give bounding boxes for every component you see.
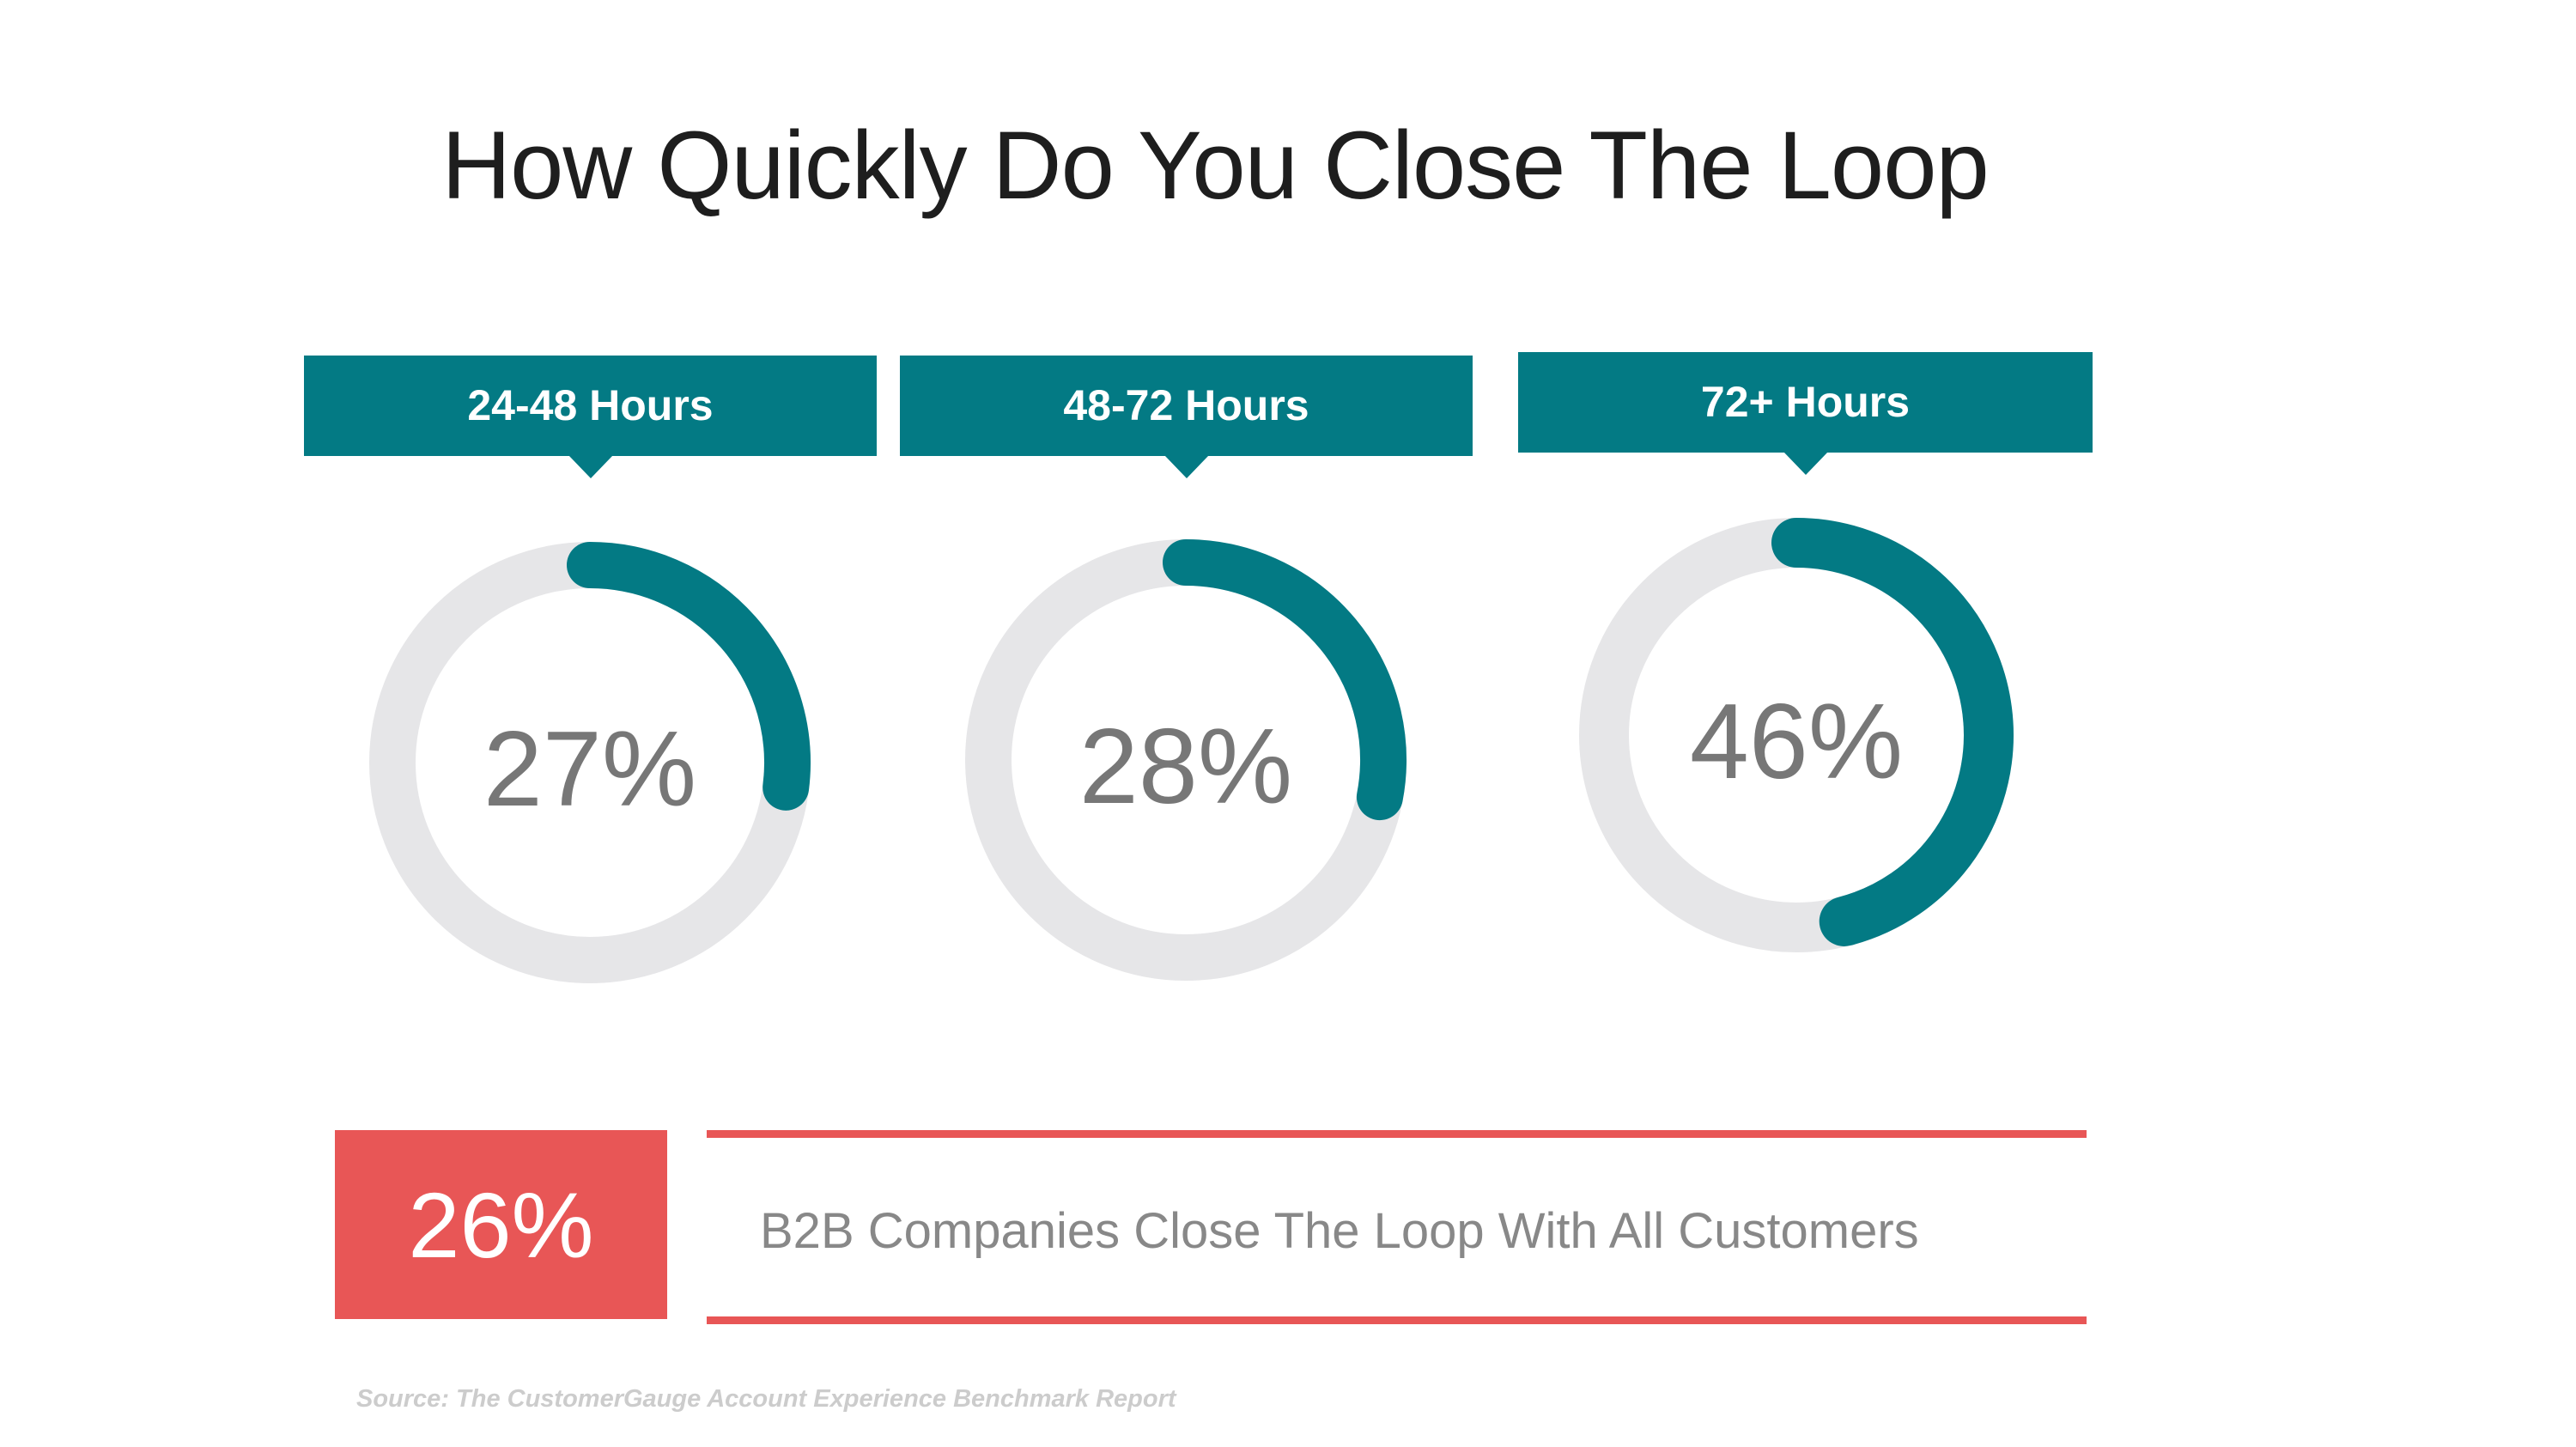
donut-value-arc bbox=[1771, 518, 2014, 946]
callout-24-48-hours: 24-48 Hours bbox=[304, 356, 877, 478]
callout-72-plus-hours: 72+ Hours bbox=[1518, 352, 2093, 475]
donut-value-arc bbox=[567, 542, 811, 811]
callout-48-72-hours: 48-72 Hours bbox=[900, 356, 1473, 478]
donut-1: 27% bbox=[369, 542, 811, 983]
callout-label: 24-48 Hours bbox=[467, 380, 714, 429]
callout-pointer bbox=[1163, 455, 1209, 478]
callout-label: 72+ Hours bbox=[1700, 377, 1911, 426]
callout-pointer bbox=[1783, 452, 1828, 475]
divider-bottom bbox=[707, 1316, 2087, 1324]
highlight-value: 26% bbox=[408, 1172, 594, 1277]
divider-top bbox=[707, 1130, 2087, 1138]
donut-2: 28% bbox=[965, 539, 1406, 981]
donut-value-label: 46% bbox=[1690, 683, 1903, 801]
donut-value-arc bbox=[1163, 539, 1406, 821]
callout-label: 48-72 Hours bbox=[1063, 380, 1309, 429]
highlight-stat: 26% bbox=[335, 1130, 667, 1319]
donut-value-label: 27% bbox=[483, 710, 696, 829]
highlight-statement: B2B Companies Close The Loop With All Cu… bbox=[760, 1203, 1919, 1259]
donut-value-label: 28% bbox=[1079, 708, 1292, 826]
page-title: How Quickly Do You Close The Loop bbox=[441, 112, 1990, 219]
callout-pointer bbox=[568, 455, 613, 478]
source-note: Source: The CustomerGauge Account Experi… bbox=[356, 1385, 1176, 1413]
donut-3: 46% bbox=[1579, 518, 2014, 952]
